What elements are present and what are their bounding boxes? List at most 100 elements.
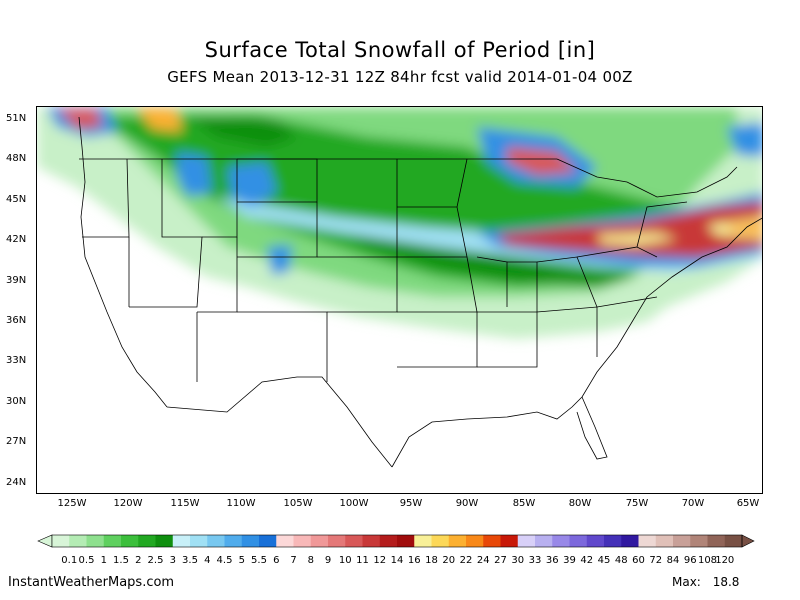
colorbar-tick-label: 39 [563,555,576,566]
colorbar-tick-label: 0.1 [61,555,78,566]
snowfall-shading [37,107,762,339]
colorbar-tick-label: 27 [494,555,507,566]
lon-label: 70W [681,498,705,509]
colorbar-tick-label: 42 [580,555,594,566]
colorbar-swatch [86,535,105,547]
colorbar-tick-label: 8 [307,555,314,566]
colorbar-tick-label: 5.5 [251,555,267,566]
colorbar-swatch [466,535,484,547]
colorbar-swatch [621,535,639,547]
colorbar-tick-label: 1.5 [113,555,129,566]
colorbar-arrow-left [37,534,53,548]
colorbar-swatch [379,535,398,547]
colorbar-swatch [724,535,743,547]
lon-label: 85W [512,498,536,509]
colorbar-tick-label: 84 [666,555,680,566]
colorbar-swatch [207,535,225,547]
chart-subtitle: GEFS Mean 2013-12-31 12Z 84hr fcst valid… [167,68,633,86]
colorbar-tick-label: 36 [545,555,559,566]
colorbar-tick-label: 5 [238,555,245,566]
colorbar-tick-label: 6 [273,555,280,566]
colorbar-swatch [362,535,381,547]
colorbar [37,534,755,548]
colorbar-swatch [172,535,191,547]
colorbar-swatch [69,535,87,547]
lat-label: 48N [6,153,27,164]
colorbar-tick-label: 22 [459,555,473,566]
colorbar-swatch [397,535,415,547]
colorbar-swatch [673,535,691,547]
colorbar-tick-label: 3.5 [182,555,198,566]
colorbar-swatch [328,535,346,547]
colorbar-tick-label: 108 [697,555,718,566]
colorbar-tick-label: 60 [632,555,645,566]
colorbar-tick-label: 18 [425,555,438,566]
snowfall-map-svg [37,107,762,468]
colorbar-swatch [345,535,363,547]
lon-label: 100W [339,498,369,509]
colorbar-tick-label: 20 [442,555,456,566]
colorbar-swatch [604,535,622,547]
colorbar-swatch [121,535,139,547]
colorbar-tick-label: 14 [390,555,404,566]
lat-label: 36N [6,315,27,326]
colorbar-swatch [241,535,260,547]
colorbar-swatch [224,535,243,547]
colorbar-tick-label: 2.5 [147,555,164,566]
colorbar-tick-label: 11 [356,555,369,566]
colorbar-tick-label: 3 [169,555,176,566]
lat-label: 42N [6,234,27,245]
colorbar-swatch [552,535,570,547]
colorbar-swatch [259,535,277,547]
lon-label: 120W [113,498,143,509]
colorbar-swatch [448,535,467,547]
colorbar-tick-label: 2 [135,555,142,566]
colorbar-swatch [52,535,70,547]
colorbar-swatch [190,535,208,547]
colorbar-tick-label: 96 [683,555,697,566]
colorbar-swatch [155,535,174,547]
lon-label: 105W [283,498,313,509]
max-value: 18.8 [712,575,740,589]
colorbar-tick-label: 12 [373,555,387,566]
colorbar-tick-label: 0.5 [78,555,95,566]
lon-label: 90W [455,498,479,509]
lon-label: 95W [399,498,423,509]
colorbar-swatch [655,535,674,547]
colorbar-tick-label: 120 [715,555,735,566]
lat-label: 39N [6,275,27,286]
colorbar-tick-label: 4.5 [216,555,233,566]
max-label: Max: [672,575,701,589]
colorbar-swatch [138,535,156,547]
colorbar-swatch [586,535,605,547]
colorbar-tick-label: 72 [649,555,663,566]
colorbar-tick-label: 4 [204,555,211,566]
lon-label: 80W [568,498,592,509]
lon-label: 115W [170,498,200,509]
colorbar-swatch [276,535,294,547]
colorbar-swatch [483,535,501,547]
colorbar-tick-label: 10 [338,555,352,566]
colorbar-tick-label: 9 [324,555,332,566]
colorbar-swatch [638,535,657,547]
colorbar-swatch [414,535,432,547]
colorbar-tick-label: 45 [597,555,611,566]
colorbar-swatch [535,535,553,547]
lon-label: 125W [57,498,87,509]
lat-label: 51N [6,113,27,124]
colorbar-swatch [310,535,329,547]
lat-label: 24N [6,477,27,488]
colorbar-tick-label: 16 [407,555,421,566]
colorbar-border [51,534,743,548]
colorbar-tick-label: 24 [476,555,490,566]
colorbar-tick-label: 7 [290,555,297,566]
colorbar-tick-label: 1 [100,555,107,566]
colorbar-swatch [707,535,726,547]
colorbar-tick-label: 33 [528,555,542,566]
lon-label: 75W [625,498,649,509]
lat-label: 33N [6,355,27,366]
colorbar-swatch [431,535,450,547]
colorbar-arrow-right [741,534,755,548]
colorbar-swatch [569,535,588,547]
chart-title: Surface Total Snowfall of Period [in] [204,38,596,62]
